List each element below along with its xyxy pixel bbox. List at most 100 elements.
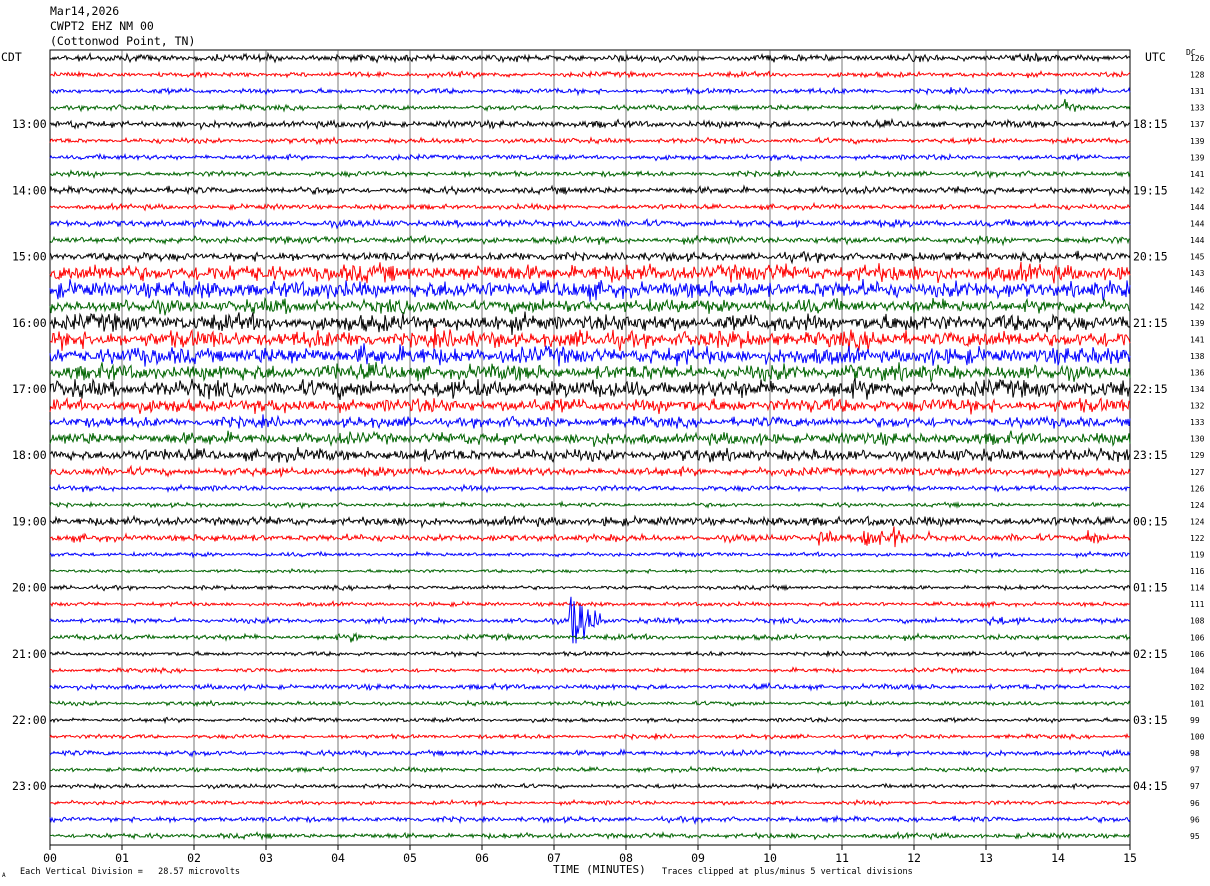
dc-offset-label: 95 [1190,832,1200,841]
dc-offset-label: 132 [1190,402,1205,411]
x-tick-label: 01 [115,851,129,865]
x-tick-label: 06 [475,851,489,865]
trace-row-36 [49,650,1131,659]
clip-note: Traces clipped at plus/minus 5 vertical … [662,867,913,877]
trace-row-25 [49,464,1131,479]
x-tick-label: 05 [403,851,417,865]
dc-offset-label: 131 [1190,87,1205,96]
x-tick-label: 08 [619,851,633,865]
plot-frame [49,49,1131,846]
left-hour-label: 15:00 [12,250,47,264]
x-axis-label: TIME (MINUTES) [553,863,646,876]
trace-row-0 [49,51,1131,64]
trace-row-7 [49,169,1131,180]
dc-offset-label: 143 [1190,269,1205,278]
dc-offset-label: 128 [1190,71,1205,80]
trace-row-45 [49,798,1131,808]
dc-offset-label: 102 [1190,683,1205,692]
left-hour-label: 14:00 [12,183,47,197]
trace-row-34 [49,596,1131,644]
trace-row-43 [49,765,1131,774]
dc-offset-label: 145 [1190,253,1205,262]
dc-offset-label: 144 [1190,220,1205,229]
trace-row-15 [49,297,1131,316]
dc-offset-label: 138 [1190,352,1205,361]
dc-offset-label: 97 [1190,782,1200,791]
trace-row-18 [49,343,1131,367]
left-hour-label: 19:00 [12,514,47,528]
trace-row-35 [49,631,1131,643]
dc-offset-label: 96 [1190,799,1200,808]
x-tick-label: 04 [331,851,345,865]
dc-offset-label: 100 [1190,733,1205,742]
trace-row-26 [49,483,1131,494]
dc-label: DC [1186,48,1196,57]
dc-offset-label: 101 [1190,699,1205,708]
trace-row-32 [49,583,1131,592]
trace-row-20 [49,377,1131,400]
dc-offset-label: 124 [1190,501,1205,510]
trace-row-12 [49,250,1131,265]
trace-row-30 [49,550,1131,560]
dc-offset-label: 130 [1190,435,1205,444]
dc-offset-label: 122 [1190,534,1205,543]
left-hour-label: 17:00 [12,382,47,396]
trace-row-9 [49,201,1131,212]
dc-offset-label: 106 [1190,650,1205,659]
dc-offset-label: 126 [1190,54,1205,63]
x-tick-label: 15 [1123,851,1137,865]
right-timezone-label: UTC [1145,50,1166,64]
trace-row-23 [49,430,1131,447]
dc-offset-label: 144 [1190,203,1205,212]
trace-row-22 [49,414,1131,430]
header-station: CWPT2 EHZ NM 00 [50,19,154,33]
x-tick-label: 09 [691,851,705,865]
dc-offset-label: 136 [1190,368,1205,377]
dc-offset-label: 119 [1190,551,1205,560]
trace-row-40 [49,716,1131,725]
corner-mark: A [2,872,6,879]
x-tick-label: 00 [43,851,57,865]
dc-offset-label: 97 [1190,766,1200,775]
dc-offset-label: 126 [1190,484,1205,493]
x-tick-label: 03 [259,851,273,865]
trace-row-13 [49,261,1131,284]
dc-offset-label: 139 [1190,137,1205,146]
trace-row-31 [49,567,1131,575]
left-hour-label: 16:00 [12,316,47,330]
dc-offset-label: 133 [1190,104,1205,113]
trace-row-19 [49,361,1131,383]
trace-row-39 [49,699,1131,708]
trace-row-44 [49,782,1131,791]
dc-offset-label: 134 [1190,385,1205,394]
x-tick-label: 13 [979,851,993,865]
trace-row-11 [49,234,1131,247]
dc-offset-label: 104 [1190,666,1205,675]
dc-offset-label: 141 [1190,170,1205,179]
trace-row-3 [49,98,1131,113]
left-timezone-label: CDT [1,50,22,64]
trace-row-47 [49,831,1131,841]
left-hour-label: 23:00 [12,779,47,793]
dc-offset-label: 144 [1190,236,1205,245]
dc-offset-label: 96 [1190,815,1200,824]
trace-row-10 [49,218,1131,230]
x-tick-label: 10 [763,851,777,865]
left-hour-label: 22:00 [12,713,47,727]
header-date: Mar14,2026 [50,4,120,18]
trace-row-6 [49,152,1131,162]
right-hour-label: 20:15 [1133,250,1168,264]
right-hour-label: 00:15 [1133,514,1168,528]
dc-offset-label: 137 [1190,120,1205,129]
left-hour-label: 13:00 [12,117,47,131]
dc-offset-label: 139 [1190,153,1205,162]
trace-row-4 [49,117,1131,131]
right-hour-label: 21:15 [1133,316,1168,330]
dc-offset-label: 142 [1190,302,1205,311]
right-hour-label: 22:15 [1133,382,1168,396]
dc-offset-label: 127 [1190,468,1205,477]
right-hour-label: 18:15 [1133,117,1168,131]
dc-offset-label: 114 [1190,584,1205,593]
trace-row-24 [49,447,1131,463]
